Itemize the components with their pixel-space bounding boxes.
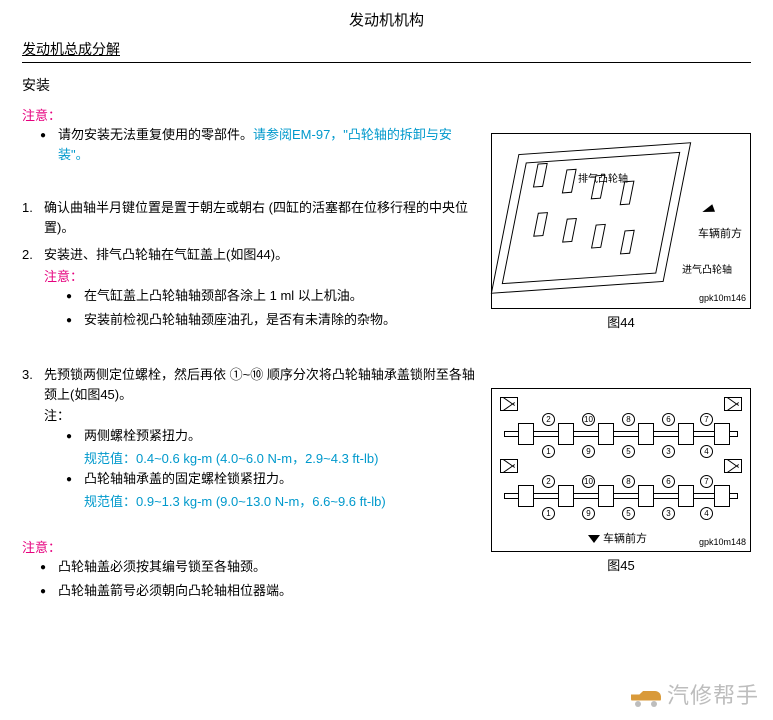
- fig45-shaft-top: [504, 431, 738, 437]
- fig44-vehicle-front: 车辆前方: [698, 226, 742, 243]
- notice-label-3: 注意：: [22, 538, 477, 558]
- fig45-num: 8: [622, 475, 635, 488]
- fig45-num: 7: [700, 413, 713, 426]
- step-1-text: 确认曲轴半月键位置是置于朝左或朝右 (四缸的活塞都在位移行程的中央位置)。: [44, 200, 468, 235]
- step-1: 1. 确认曲轴半月键位置是置于朝左或朝右 (四缸的活塞都在位移行程的中央位置)。: [22, 198, 477, 237]
- fig44-engine-head: [491, 142, 691, 294]
- fig45-num: 9: [582, 507, 595, 520]
- fig45-num: 7: [700, 475, 713, 488]
- fig45-num: 2: [542, 475, 555, 488]
- fig45-num: 5: [622, 507, 635, 520]
- page-subtitle: 发动机总成分解: [22, 39, 751, 63]
- fig45-caption: 图45: [491, 556, 751, 576]
- install-heading: 安装: [22, 75, 477, 96]
- fig45-num: 6: [662, 475, 675, 488]
- note-label: 注：: [44, 406, 477, 426]
- fig45-num: 5: [622, 445, 635, 458]
- step-2: 2. 安装进、排气凸轮轴在气缸盖上(如图44)。 注意： 在气缸盖上凸轮轴轴颈部…: [22, 245, 477, 329]
- fig45-num: 4: [700, 507, 713, 520]
- car-icon: [631, 687, 661, 705]
- figure-45: 2 10 8 6 7 1 9 5 3 4 2 10 8 6 7 1 9 5 3 …: [491, 388, 751, 552]
- right-column: 排气凸轮轴 进气凸轮轴 车辆前方 gpk10m146 图44: [491, 75, 751, 607]
- step3-bullet-2: 凸轮轴轴承盖的固定螺栓锁紧扭力。: [66, 469, 477, 489]
- step-3-num: 3.: [22, 365, 33, 385]
- step-3-bullets: 两侧螺栓预紧扭力。 规范值：0.4~0.6 kg-m (4.0~6.0 N-m，…: [44, 426, 477, 512]
- step-1-num: 1.: [22, 198, 33, 218]
- bottom-bullet-1: 凸轮轴盖必须按其编号锁至各轴颈。: [40, 557, 477, 577]
- fig45-num: 2: [542, 413, 555, 426]
- step-2-num: 2.: [22, 245, 33, 265]
- fig45-num: 1: [542, 507, 555, 520]
- step3-bullet-1: 两侧螺栓预紧扭力。: [66, 426, 477, 446]
- fig45-num: 10: [582, 413, 595, 426]
- step3-spec-1: 规范值：0.4~0.6 kg-m (4.0~6.0 N-m，2.9~4.3 ft…: [66, 449, 477, 469]
- step-3: 3. 先预锁两侧定位螺栓，然后再依 ①~⑩ 顺序分次将凸轮轴轴承盖锁附至各轴颈上…: [22, 365, 477, 512]
- step2-bullet-1: 在气缸盖上凸轮轴轴颈部各涂上 1 ml 以上机油。: [66, 286, 477, 306]
- bottom-notice-block: 凸轮轴盖必须按其编号锁至各轴颈。 凸轮轴盖箭号必须朝向凸轮轴相位器端。: [22, 557, 477, 600]
- fig45-num: 3: [662, 445, 675, 458]
- top-notice-block: 请勿安装无法重复使用的零部件。请参阅EM-97，"凸轮轴的拆卸与安装"。: [22, 125, 477, 164]
- step3-spec-2: 规范值：0.9~1.3 kg-m (9.0~13.0 N-m，6.6~9.6 f…: [66, 492, 477, 512]
- top-notice-bullet: 请勿安装无法重复使用的零部件。请参阅EM-97，"凸轮轴的拆卸与安装"。: [40, 125, 477, 164]
- fig44-label-exhaust: 排气凸轮轴: [578, 172, 628, 187]
- left-column: 安装 注意： 请勿安装无法重复使用的零部件。请参阅EM-97，"凸轮轴的拆卸与安…: [22, 75, 477, 607]
- step-2-bullets: 在气缸盖上凸轮轴轴颈部各涂上 1 ml 以上机油。 安装前检视凸轮轴轴颈座油孔，…: [44, 286, 477, 329]
- notice-label-1: 注意：: [22, 106, 477, 126]
- step-2-text: 安装进、排气凸轮轴在气缸盖上(如图44)。: [44, 247, 288, 262]
- fig44-partcode: gpk10m146: [699, 292, 746, 306]
- bottom-bullet-2: 凸轮轴盖箭号必须朝向凸轮轴相位器端。: [40, 581, 477, 601]
- fig45-num: 1: [542, 445, 555, 458]
- fig45-num: 8: [622, 413, 635, 426]
- chevron-down-icon: [588, 535, 600, 543]
- content-area: 安装 注意： 请勿安装无法重复使用的零部件。请参阅EM-97，"凸轮轴的拆卸与安…: [22, 75, 751, 607]
- fig44-label-intake: 进气凸轮轴: [682, 263, 732, 278]
- fig44-caption: 图44: [491, 313, 751, 333]
- fig45-num: 6: [662, 413, 675, 426]
- fig45-num: 10: [582, 475, 595, 488]
- fig45-partcode: gpk10m148: [699, 536, 746, 550]
- step-3-text: 先预锁两侧定位螺栓，然后再依 ①~⑩ 顺序分次将凸轮轴轴承盖锁附至各轴颈上(如图…: [44, 367, 475, 402]
- fig45-num: 4: [700, 445, 713, 458]
- watermark-text: 汽修帮手: [667, 679, 759, 712]
- top-notice-text: 请勿安装无法重复使用的零部件。: [58, 127, 253, 142]
- fig45-num: 3: [662, 507, 675, 520]
- fig45-vehicle-front: 车辆前方: [588, 531, 647, 548]
- watermark: 汽修帮手: [631, 679, 759, 712]
- fig45-shaft-bottom: [504, 493, 738, 499]
- notice-label-2: 注意：: [44, 267, 477, 287]
- page-title: 发动机机构: [22, 10, 751, 33]
- step2-bullet-2: 安装前检视凸轮轴轴颈座油孔，是否有未清除的杂物。: [66, 310, 477, 330]
- fig45-num: 9: [582, 445, 595, 458]
- fig44-arrow-icon: [701, 204, 715, 216]
- figure-44: 排气凸轮轴 进气凸轮轴 车辆前方 gpk10m146: [491, 133, 751, 309]
